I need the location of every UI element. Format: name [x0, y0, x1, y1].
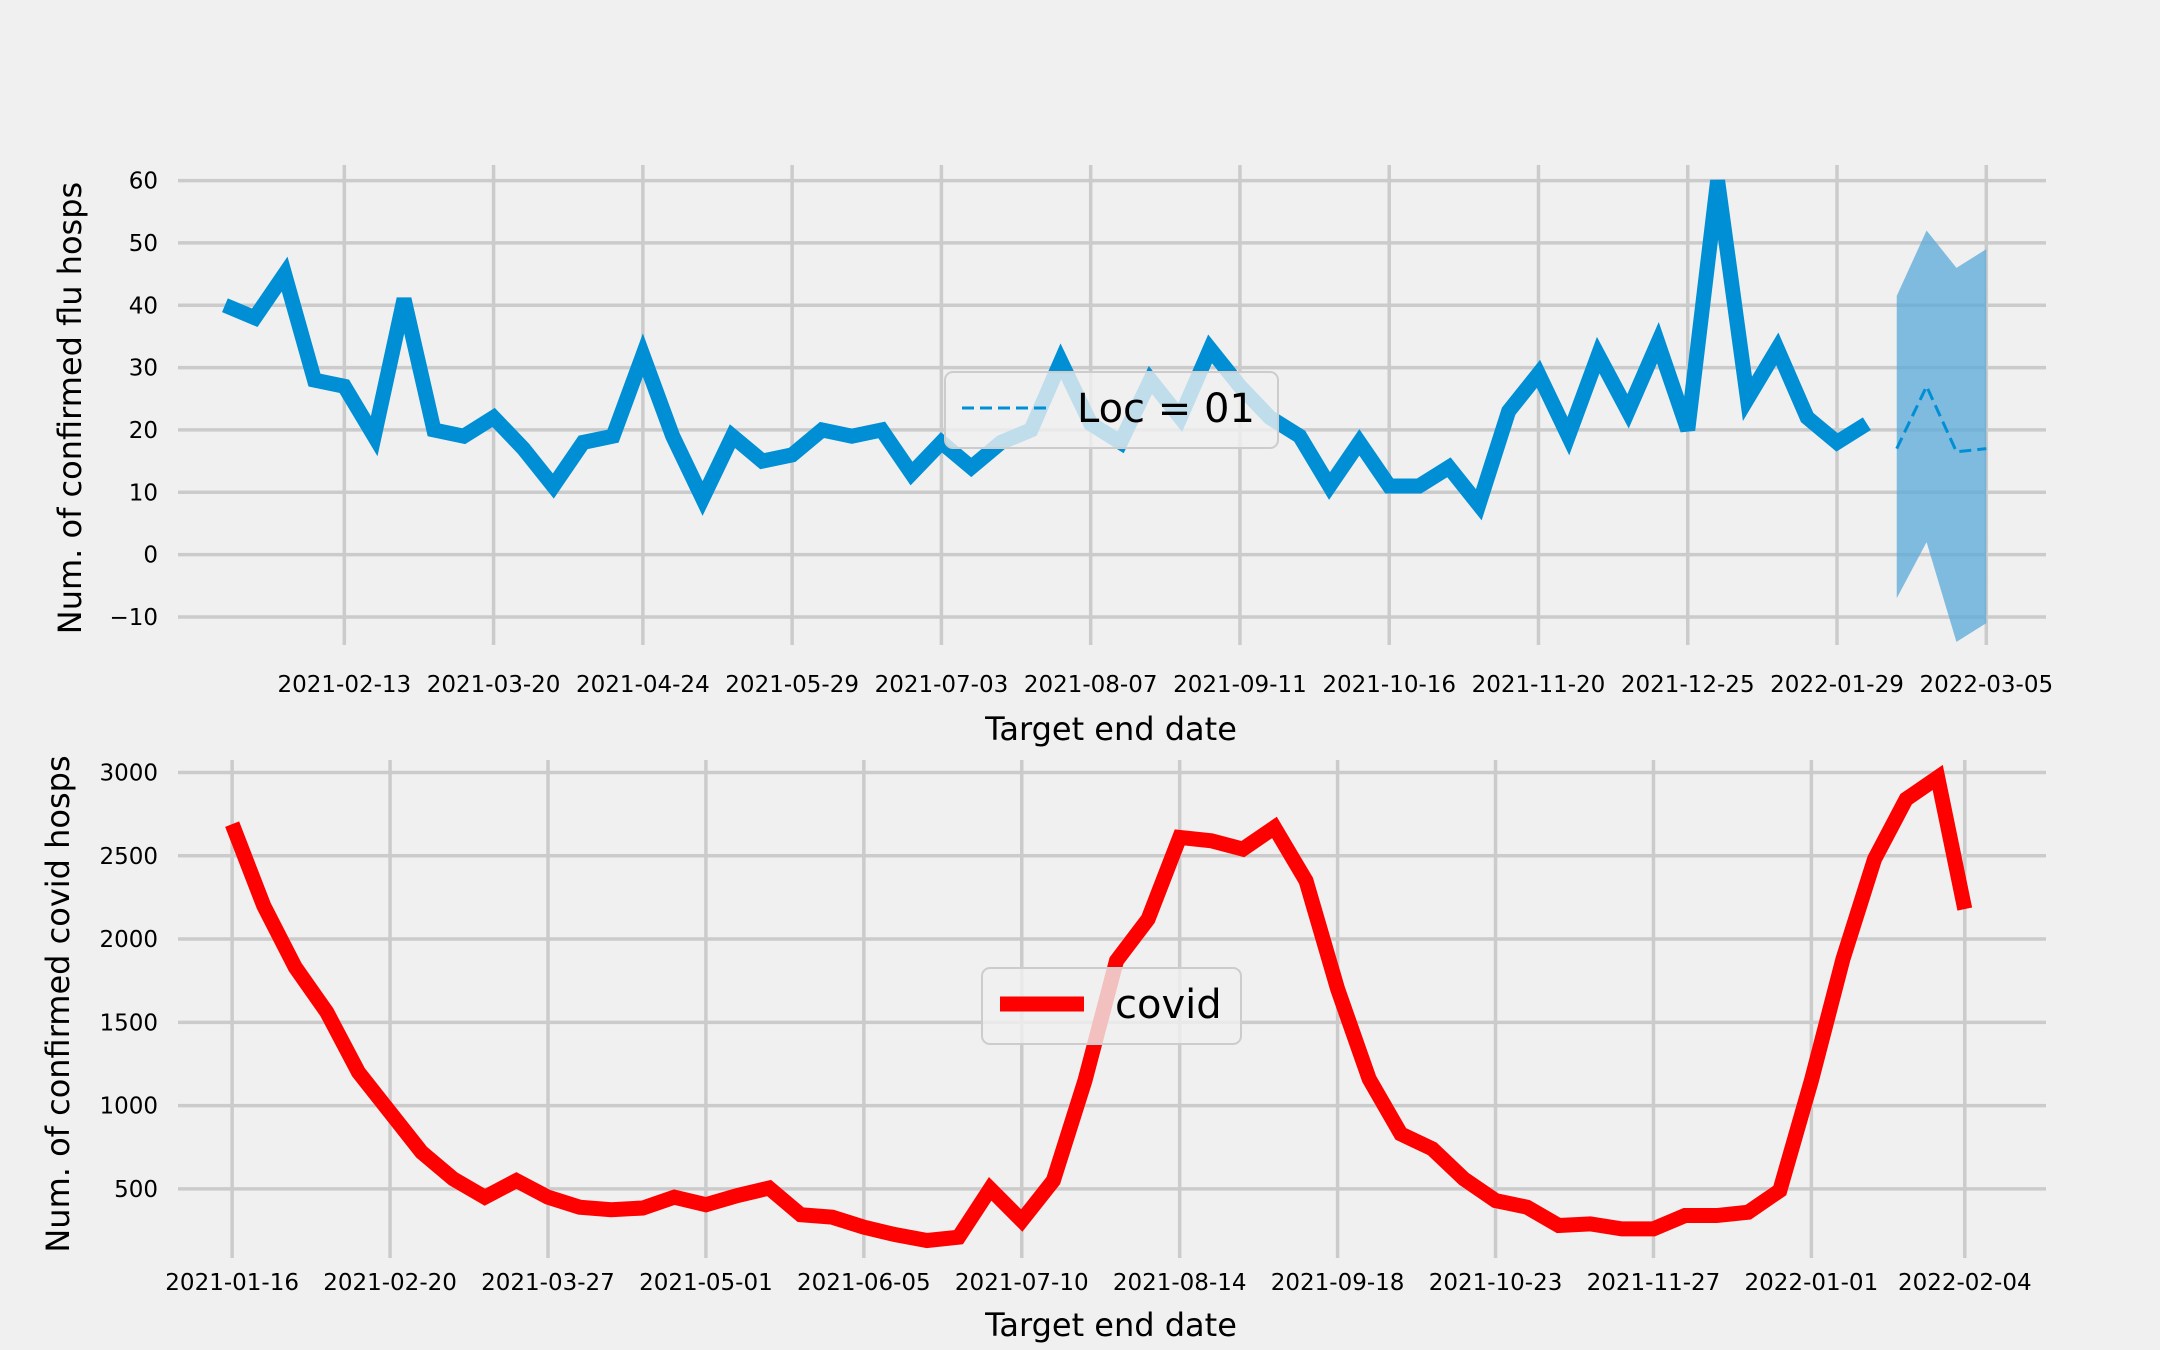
flu-x-tick-label: 2021-12-25: [1621, 672, 1755, 698]
covid-x-tick-label: 2021-11-27: [1587, 1270, 1721, 1296]
flu-y-tick-label: 40: [129, 293, 158, 319]
covid-y-tick-label: 3000: [99, 760, 158, 786]
covid-x-tick-label: 2021-07-10: [955, 1270, 1089, 1296]
flu-x-tick-label: 2021-02-13: [277, 672, 411, 698]
flu-x-tick-label: 2021-07-03: [875, 672, 1009, 698]
flu-y-tick-label: 50: [129, 231, 158, 257]
flu-forecast-interval: [1896, 230, 1987, 642]
flu-y-tick-label: 10: [129, 480, 158, 506]
covid-y-axis-label: Num. of confirmed covid hosps: [39, 755, 77, 1252]
covid-x-tick-labels: 2021-01-16 2021-02-20 2021-03-27 2021-05-01…: [165, 1270, 2031, 1296]
flu-y-tick-label: −10: [109, 605, 158, 631]
covid-x-tick-label: 2021-06-05: [797, 1270, 931, 1296]
covid-x-axis-label: Target end date: [984, 1306, 1237, 1344]
flu-x-tick-label: 2021-09-11: [1173, 672, 1307, 698]
flu-forecast-band: [1896, 230, 1987, 642]
flu-x-tick-label: 2021-05-29: [725, 672, 859, 698]
flu-y-tick-label: 30: [129, 356, 158, 382]
flu-x-tick-label: 2021-03-20: [427, 672, 561, 698]
flu-x-axis-label: Target end date: [984, 710, 1237, 748]
covid-x-tick-label: 2022-02-04: [1898, 1270, 2032, 1296]
covid-legend: covid: [981, 967, 1242, 1045]
covid-panel: 2021-01-16 2021-02-20 2021-03-27 2021-05-01…: [39, 755, 2046, 1344]
covid-x-tick-label: 2021-01-16: [165, 1270, 299, 1296]
flu-legend-label: Loc = 01: [1077, 386, 1255, 432]
covid-y-tick-label: 2000: [99, 927, 158, 953]
flu-y-tick-label: 60: [129, 169, 158, 195]
covid-x-tick-label: 2021-05-01: [639, 1270, 773, 1296]
covid-x-tick-label: 2021-03-27: [481, 1270, 615, 1296]
covid-y-tick-label: 2500: [99, 844, 158, 870]
covid-y-tick-label: 500: [114, 1177, 158, 1203]
flu-x-tick-label: 2021-08-07: [1024, 672, 1158, 698]
flu-x-tick-label: 2021-04-24: [576, 672, 710, 698]
covid-y-tick-label: 1500: [99, 1010, 158, 1036]
covid-x-tick-label: 2022-01-01: [1745, 1270, 1879, 1296]
covid-x-tick-label: 2021-09-18: [1271, 1270, 1405, 1296]
covid-y-tick-labels: 500 1000 1500 2000 2500 3000: [99, 760, 158, 1202]
flu-y-tick-label: 0: [143, 543, 158, 569]
covid-x-tick-label: 2021-10-23: [1429, 1270, 1563, 1296]
covid-y-tick-label: 1000: [99, 1094, 158, 1120]
flu-legend: Loc = 01: [944, 371, 1279, 449]
covid-legend-label: covid: [1115, 982, 1222, 1028]
flu-x-tick-label: 2022-01-29: [1770, 672, 1904, 698]
flu-x-tick-label: 2021-10-16: [1322, 672, 1456, 698]
flu-x-tick-labels: 2021-02-13 2021-03-20 2021-04-24 2021-05-29…: [277, 672, 2053, 698]
flu-x-tick-label: 2021-11-20: [1472, 672, 1606, 698]
covid-x-tick-label: 2021-02-20: [323, 1270, 457, 1296]
flu-y-tick-label: 20: [129, 418, 158, 444]
flu-panel: 2021-02-13 2021-03-20 2021-04-24 2021-05-29…: [51, 165, 2053, 748]
flu-y-tick-labels: −10 0 10 20 30 40 50 60: [109, 169, 158, 631]
flu-x-tick-label: 2022-03-05: [1919, 672, 2053, 698]
flu-y-axis-label: Num. of confirmed flu hosps: [51, 182, 89, 634]
covid-x-tick-label: 2021-08-14: [1113, 1270, 1247, 1296]
